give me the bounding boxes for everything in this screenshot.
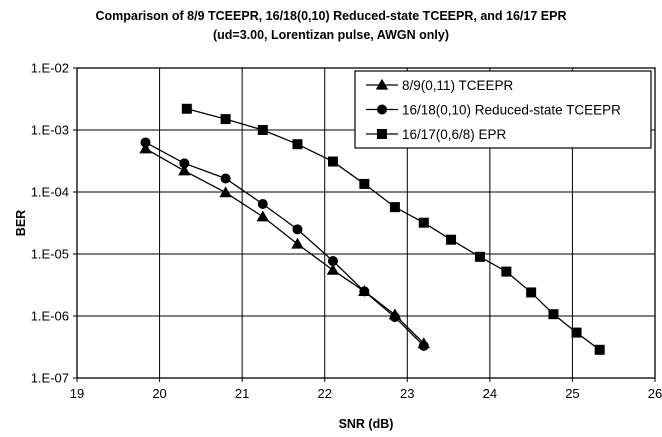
data-point-circle [140, 137, 151, 148]
data-point-square [501, 266, 512, 277]
x-tick-label: 21 [235, 386, 249, 401]
x-tick-label: 20 [152, 386, 166, 401]
legend-label: 16/17(0,6/8) EPR [402, 127, 507, 142]
x-axis-label: SNR (dB) [339, 417, 394, 431]
chart-subtitle: (ud=3.00, Lorentizan pulse, AWGN only) [212, 28, 450, 42]
x-tick-label: 24 [483, 386, 497, 401]
data-point-circle [179, 158, 190, 169]
y-axis-label: BER [14, 210, 28, 236]
data-point-triangle [178, 164, 191, 176]
y-tick-label: 1.E-06 [31, 309, 69, 324]
y-tick-label: 1.E-03 [31, 123, 69, 138]
data-point-square [257, 125, 268, 135]
legend: 8/9(0,11) TCEEPR 16/18(0,10) Reduced-stat… [354, 70, 652, 149]
data-point-square [474, 251, 485, 262]
data-point-square [181, 103, 192, 114]
data-point-circle [257, 199, 268, 210]
data-point-square [389, 202, 400, 213]
y-tick-label: 1.E-02 [31, 61, 69, 76]
data-point-triangle [219, 186, 232, 198]
chart-title-block: Comparison of 8/9 TCEEPR, 16/18(0,10) Re… [0, 7, 662, 45]
y-tick-label: 1.E-07 [31, 371, 69, 386]
x-tick-label: 26 [648, 386, 662, 401]
data-point-circle [359, 286, 370, 297]
chart-title: Comparison of 8/9 TCEEPR, 16/18(0,10) Re… [95, 9, 567, 23]
data-point-square [571, 327, 582, 338]
data-point-circle [327, 256, 338, 267]
data-point-square [446, 234, 457, 245]
legend-marker-square [377, 129, 387, 139]
data-point-circle [292, 224, 303, 235]
y-tick-label: 1.E-05 [31, 247, 69, 262]
legend-box [354, 70, 652, 149]
x-tick-label: 19 [70, 386, 84, 401]
legend-marker-triangle [375, 78, 389, 90]
data-point-square [548, 309, 559, 320]
data-point-square [292, 139, 303, 150]
data-point-square [526, 287, 537, 298]
data-point-square [220, 114, 231, 125]
data-point-square [359, 178, 370, 189]
legend-label: 16/18(0,10) Reduced-state TCEEPR [402, 103, 621, 118]
data-point-square [594, 344, 605, 355]
data-point-triangle [291, 237, 304, 249]
legend-marker-circle [377, 104, 387, 115]
x-tick-label: 23 [400, 386, 414, 401]
legend-label: 8/9(0,11) TCEEPR [402, 78, 514, 93]
data-point-triangle [326, 263, 340, 275]
x-tick-label: 25 [565, 386, 579, 401]
y-tick-label: 1.E-04 [31, 185, 69, 200]
data-point-circle [418, 340, 429, 351]
data-point-square [327, 156, 338, 167]
data-point-square [418, 217, 429, 228]
data-point-circle [220, 173, 231, 184]
data-point-triangle [256, 210, 269, 222]
data-point-circle [389, 312, 400, 323]
x-tick-label: 22 [317, 386, 331, 401]
data-point-triangle [139, 142, 152, 154]
